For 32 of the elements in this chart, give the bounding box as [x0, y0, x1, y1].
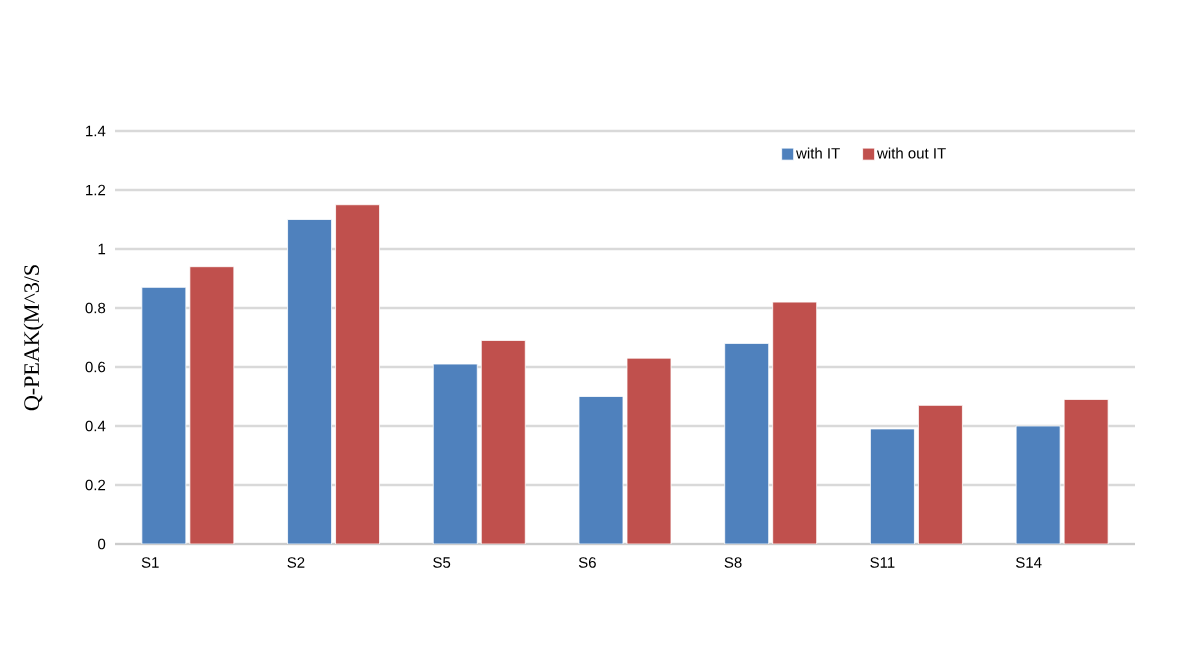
bar	[335, 204, 380, 544]
y-tick-label: 0.6	[85, 361, 106, 373]
y-tick-label: 1.4	[86, 125, 106, 137]
bar	[432, 363, 478, 544]
legend-label: with out IT	[877, 147, 946, 159]
bar	[918, 404, 963, 544]
y-tick-label: 1.2	[86, 184, 106, 196]
x-tick-label: S5	[433, 557, 451, 568]
y-tick-label: 0.2	[85, 479, 106, 491]
bar	[1015, 425, 1061, 544]
bar	[626, 357, 672, 544]
bar	[480, 340, 526, 544]
bar	[141, 286, 187, 544]
bar	[578, 396, 624, 544]
y-tick-label: 0	[98, 538, 106, 550]
x-tick-label: S8	[724, 557, 742, 568]
x-tick-label: S11	[870, 557, 895, 568]
y-axis-title: Q-PEAK(M^3/S	[23, 265, 44, 411]
y-tick-label: 0.4	[85, 420, 106, 432]
legend-label: with IT	[796, 147, 840, 159]
bar	[287, 219, 332, 544]
y-tick-label: 0.8	[85, 302, 106, 314]
bar	[772, 301, 818, 544]
bar	[1063, 399, 1109, 544]
x-tick-label: S6	[578, 557, 596, 568]
y-tick-label: 1	[98, 243, 106, 255]
x-tick-label: S1	[141, 557, 159, 568]
bar	[189, 266, 235, 544]
bar	[870, 428, 915, 544]
x-tick-label: S2	[287, 557, 305, 568]
x-tick-label: S14	[1016, 557, 1042, 568]
bar	[724, 343, 770, 544]
